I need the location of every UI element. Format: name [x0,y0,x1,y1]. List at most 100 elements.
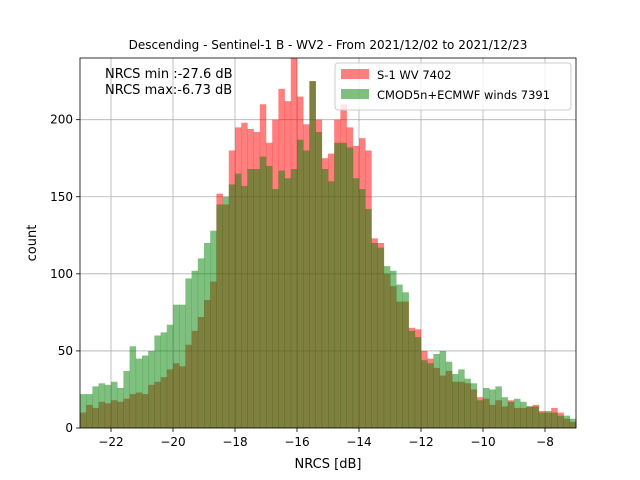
histogram-bar [197,258,205,428]
histogram-bar [266,165,273,428]
histogram-bar [557,415,564,428]
annotation-nrcs-min: NRCS min :-27.6 dB [105,67,233,82]
histogram-bar [284,178,292,428]
y-tick-label: 100 [50,267,73,281]
histogram-bar [439,350,447,428]
histogram-bar [80,394,87,428]
histogram-bar [241,185,248,428]
histogram-bar [179,304,186,428]
y-tick-label: 50 [58,344,73,358]
histogram-bar [538,412,546,428]
x-tick-label: −18 [222,435,247,449]
legend: S-1 WV 7402 CMOD5n+ECMWF winds 7391 [334,62,572,111]
histogram-bar [402,292,409,428]
histogram-bar [185,278,192,428]
histogram-bar [507,401,515,428]
histogram-bar [396,284,403,428]
chart-title: Descending - Sentinel-1 B - WV2 - From 2… [129,38,528,52]
histogram-bar [334,142,341,428]
histogram-bar [371,243,378,428]
histogram-bar [414,337,422,428]
histogram-bar [476,400,484,428]
histogram-bar [526,406,533,428]
histogram-bar [551,412,558,428]
histogram-bar [445,361,453,428]
histogram-bar [222,196,230,428]
histogram-bar [563,415,571,428]
histogram-bar [377,247,385,428]
histogram-bar [520,401,527,428]
histogram-bar [501,397,509,428]
y-axis-label: count [25,225,40,262]
legend-box [334,62,572,111]
x-tick-label: −22 [98,435,123,449]
histogram-bar [483,387,490,428]
legend-swatch-cmod [341,89,369,99]
histogram-bar [104,384,112,428]
histogram-bar [166,324,174,428]
legend-label-s1: S-1 WV 7402 [377,68,452,82]
histogram-bar [259,156,267,428]
histogram-bar [253,169,261,428]
histogram-bar [427,363,434,428]
histogram-bar [328,181,335,428]
histogram-bar [235,173,242,428]
x-tick-label: −10 [470,435,495,449]
histogram-bar [470,383,478,428]
x-tick-label: −14 [346,435,371,449]
annotation-nrcs-max: NRCS max:-6.73 dB [105,83,232,98]
histogram-bar [309,81,316,428]
histogram-bar [365,209,372,428]
histogram-bar [433,354,440,428]
histogram-bar [514,398,521,428]
legend-swatch-s1 [341,69,369,79]
histogram-bar [464,378,471,428]
histogram-bar [495,386,502,428]
y-tick-label: 0 [65,421,73,435]
histogram-bar [86,394,93,428]
histogram-bar [532,406,540,428]
histogram-bar [383,266,391,428]
histogram-bar [390,270,397,428]
histogram-bar [142,355,149,428]
histogram-bars [80,58,577,429]
histogram-bar [92,386,99,428]
histogram-bar [545,411,552,428]
histogram-bar [98,383,106,428]
histogram-bar [290,169,298,428]
histogram-bar [216,204,223,428]
histogram-bar [210,230,217,428]
histogram-bar [278,170,285,428]
histogram-bar [452,374,459,428]
histogram-bar [129,346,137,428]
histogram-bar [173,304,180,428]
histogram-bar [321,169,329,428]
histogram-bar [297,139,304,429]
histogram-bar [352,178,360,428]
histogram-bar [191,270,199,428]
histogram-bar [569,418,577,428]
histogram-bar [303,150,310,428]
histogram-bar [117,387,124,428]
histogram-bar [148,350,155,428]
x-tick-label: −16 [284,435,309,449]
histogram-bar [272,189,279,428]
x-tick-label: −8 [536,435,554,449]
histogram-bar [247,169,254,428]
histogram-bar [359,189,366,428]
histogram-bar [111,381,118,428]
histogram-bar [123,370,130,428]
series-2-bars [80,81,577,429]
y-tick-label: 200 [50,113,73,127]
x-tick-label: −12 [408,435,433,449]
legend-label-cmod: CMOD5n+ECMWF winds 7391 [377,88,550,102]
histogram-bar [204,243,211,428]
x-tick-label: −20 [160,435,185,449]
histogram-bar [421,360,428,428]
y-tick-label: 150 [50,190,73,204]
x-axis-label: NRCS [dB] [295,457,362,472]
histogram-bar [154,335,161,428]
histogram-bar [135,358,143,428]
plot-frame [79,57,577,429]
